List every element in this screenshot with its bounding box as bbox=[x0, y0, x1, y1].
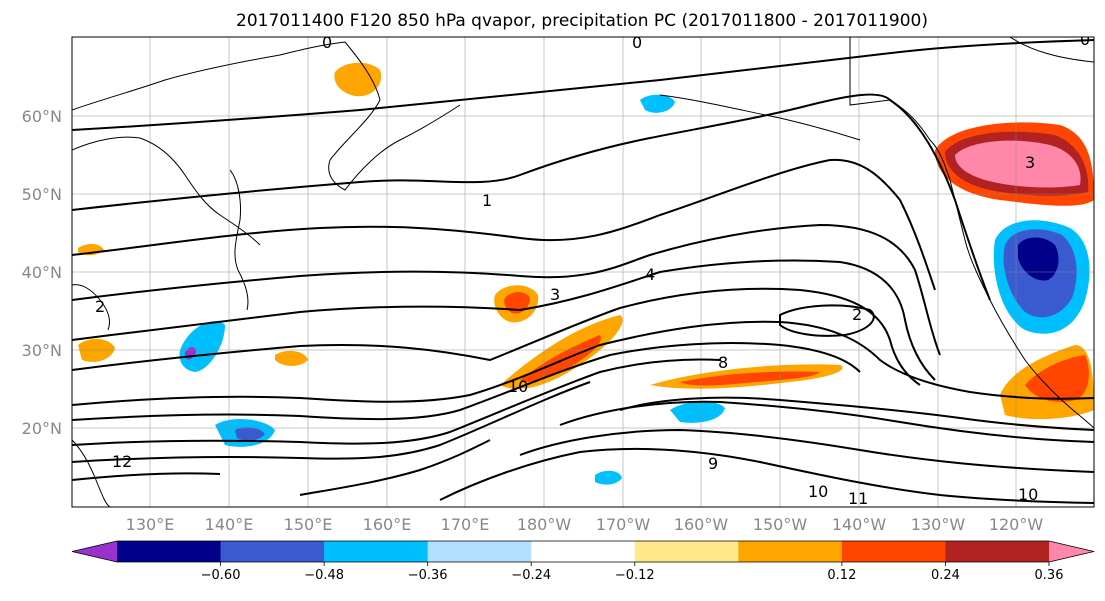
lon-label-120w: 120°W bbox=[989, 515, 1044, 534]
contour-label-11: 11 bbox=[848, 489, 868, 508]
colorbar-tick-label: −0.60 bbox=[201, 568, 241, 583]
lat-label-30n: 30°N bbox=[22, 341, 62, 360]
colorbar-segment bbox=[324, 541, 429, 562]
map-panel: 0 0 0 1 2 2 3 3 4 8 10 10 10 11 12 9 bbox=[72, 30, 1094, 508]
lat-labels: 60°N 50°N 40°N 30°N 20°N bbox=[22, 107, 62, 438]
contour-label-8: 8 bbox=[718, 353, 728, 372]
contour-labels: 0 0 0 1 2 2 3 3 4 8 10 10 10 11 12 9 bbox=[95, 30, 1090, 508]
contour-label-10-c: 10 bbox=[1018, 485, 1038, 504]
qvapor-contours bbox=[72, 39, 1094, 504]
contour-label-3-a: 3 bbox=[550, 285, 560, 304]
precip-band-subtropical-positive bbox=[500, 315, 623, 389]
lon-label-130w: 130°W bbox=[911, 515, 966, 534]
lon-label-170e: 170°E bbox=[441, 515, 490, 534]
precip-patch-west-negative bbox=[179, 321, 225, 372]
lon-label-140w: 140°W bbox=[832, 515, 887, 534]
lat-label-60n: 60°N bbox=[22, 107, 62, 126]
colorbar-tick-label: −0.36 bbox=[408, 568, 448, 583]
colorbar-segment bbox=[738, 541, 843, 562]
contour-label-12: 12 bbox=[112, 452, 132, 471]
colorbar-tick-label: 0.36 bbox=[1035, 568, 1064, 583]
colorbar-tick-label: 0.24 bbox=[931, 568, 960, 583]
lat-label-40n: 40°N bbox=[22, 263, 62, 282]
contour-label-2-a: 2 bbox=[95, 297, 105, 316]
contour-label-2-b: 2 bbox=[852, 305, 862, 324]
colorbar-segment bbox=[427, 541, 532, 562]
contour-label-10-a: 10 bbox=[508, 377, 528, 396]
contour-label-0-c: 0 bbox=[1080, 30, 1090, 49]
colorbar-tick-label: −0.48 bbox=[304, 568, 344, 583]
contour-label-9: 9 bbox=[708, 454, 718, 473]
lon-label-130e: 130°E bbox=[126, 515, 175, 534]
contour-label-3-b: 3 bbox=[1025, 153, 1035, 172]
figure-title: 2017011400 F120 850 hPa qvapor, precipit… bbox=[236, 11, 928, 31]
lon-label-140e: 140°E bbox=[205, 515, 254, 534]
lon-labels: 130°E 140°E 150°E 160°E 170°E 180°W 170°… bbox=[126, 515, 1044, 534]
colorbar-segment bbox=[945, 541, 1050, 562]
contour-label-1: 1 bbox=[482, 191, 492, 210]
contour-label-4: 4 bbox=[645, 265, 655, 284]
lon-label-170w: 170°W bbox=[596, 515, 651, 534]
lon-label-150e: 150°E bbox=[284, 515, 333, 534]
lon-label-150w: 150°W bbox=[753, 515, 808, 534]
lat-label-20n: 20°N bbox=[22, 419, 62, 438]
colorbar-tick-label: −0.24 bbox=[511, 568, 551, 583]
colorbar-tick-label: −0.12 bbox=[615, 568, 655, 583]
precip-patch-gulf-positive bbox=[334, 62, 382, 97]
colorbar: −0.60−0.48−0.36−0.24−0.120.120.240.360.4… bbox=[71, 540, 1095, 583]
contour-label-0-b: 0 bbox=[632, 33, 642, 52]
colorbar-segment bbox=[220, 541, 325, 562]
colorbar-segment bbox=[634, 541, 739, 562]
coastlines bbox=[72, 37, 1094, 507]
colorbar-segment bbox=[117, 541, 222, 562]
colorbar-tick-label: 0.12 bbox=[827, 568, 856, 583]
lon-label-180w: 180°W bbox=[517, 515, 572, 534]
lon-label-160w: 160°W bbox=[674, 515, 729, 534]
lat-label-50n: 50°N bbox=[22, 185, 62, 204]
colorbar-extend-max bbox=[1049, 541, 1094, 562]
contour-label-10-b: 10 bbox=[808, 482, 828, 501]
map-border bbox=[71, 36, 1095, 508]
colorbar-segment bbox=[531, 541, 636, 562]
lon-label-160e: 160°E bbox=[363, 515, 412, 534]
colorbar-extend-min bbox=[72, 541, 117, 562]
contour-label-0-a: 0 bbox=[322, 33, 332, 52]
colorbar-segment bbox=[841, 541, 946, 562]
